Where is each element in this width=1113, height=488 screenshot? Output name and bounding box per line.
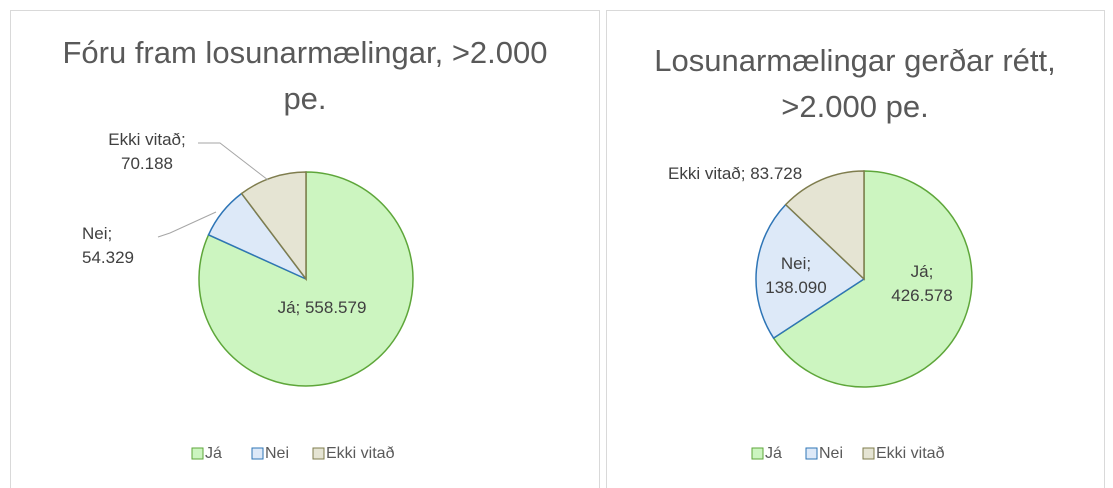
legend-label: Já bbox=[205, 445, 222, 462]
data-label: Nei; 138.090 bbox=[765, 254, 827, 297]
data-label: Ekki vitað; 83.728 bbox=[668, 164, 803, 183]
chart-panel bbox=[606, 10, 1105, 488]
chart-title: Fóru fram losunarmælingar, >2.000 pe. bbox=[62, 35, 548, 116]
legend-label: Já bbox=[765, 445, 782, 462]
legend-swatch bbox=[862, 447, 875, 460]
legend-swatch bbox=[251, 447, 264, 460]
legend-label: Nei bbox=[265, 445, 290, 462]
pie-slice bbox=[772, 170, 973, 388]
data-label: Já; 426.578 bbox=[891, 262, 953, 305]
legend-label: Ekki vitað bbox=[876, 445, 945, 462]
leader-line bbox=[198, 142, 269, 181]
data-label: Nei; 54.329 bbox=[82, 224, 134, 267]
pie-slice bbox=[755, 203, 866, 340]
chart-title: Losunarmælingar gerðar rétt, >2.000 pe. bbox=[654, 43, 1056, 124]
data-label: Já; 558.579 bbox=[277, 298, 367, 317]
data-label: Ekki vitað; 70.188 bbox=[108, 130, 186, 173]
legend-swatch bbox=[191, 447, 204, 460]
legend-label: Nei bbox=[819, 445, 844, 462]
legend-label: Ekki vitað bbox=[326, 445, 395, 462]
chart-panel bbox=[10, 10, 600, 488]
pie-slice bbox=[240, 171, 307, 282]
legend-swatch bbox=[312, 447, 325, 460]
pie-slice bbox=[784, 170, 865, 281]
leader-line bbox=[157, 211, 217, 238]
legend-swatch bbox=[805, 447, 818, 460]
legend-swatch bbox=[751, 447, 764, 460]
